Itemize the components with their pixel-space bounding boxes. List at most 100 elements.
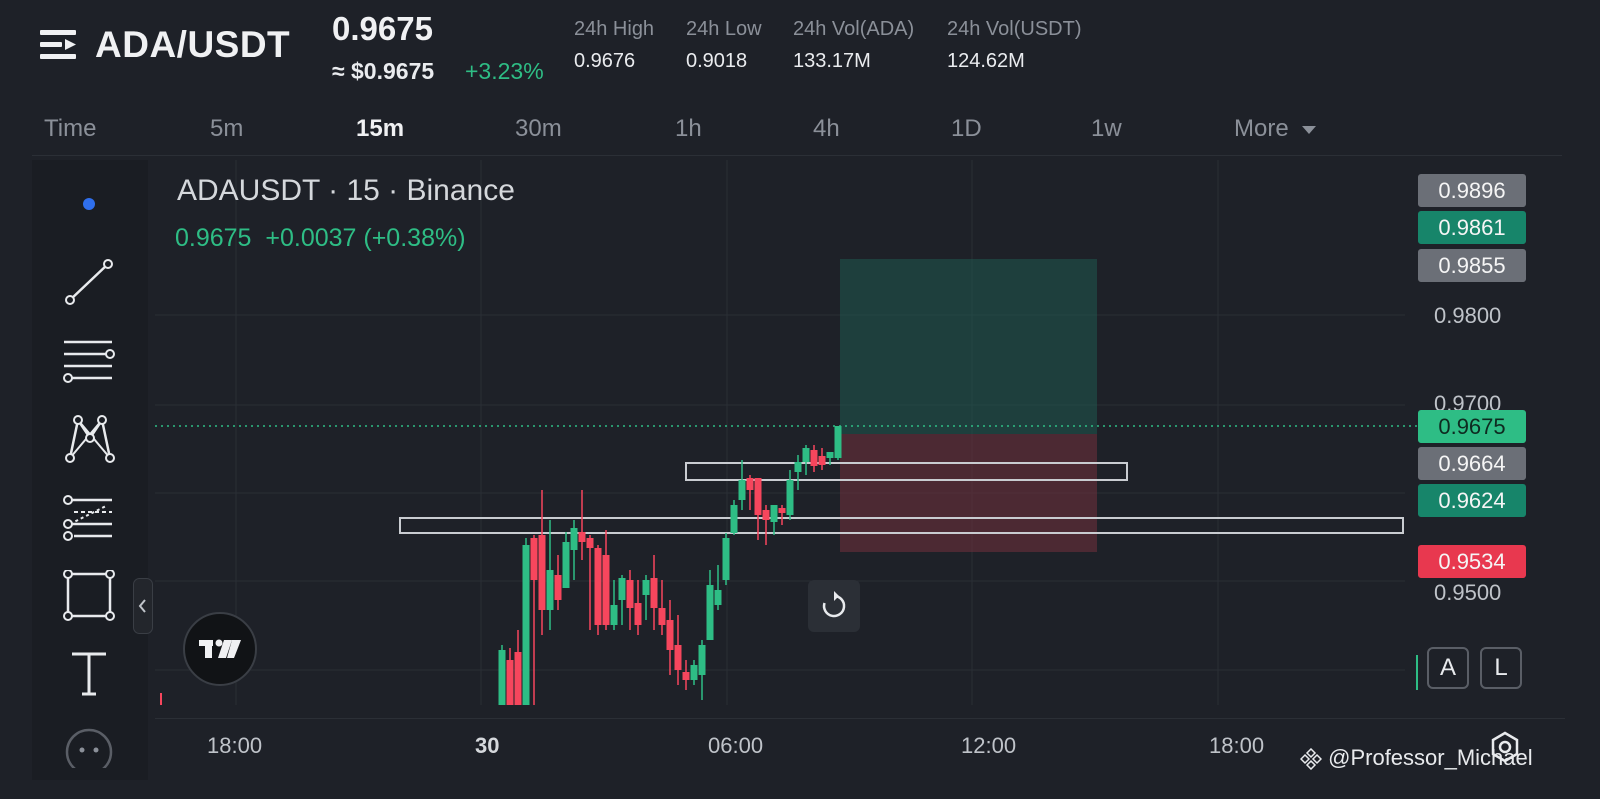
tab-15m[interactable]: 15m [356,115,405,142]
x-axis-line [155,718,1565,719]
candle-body [570,528,578,550]
resistance-box[interactable] [685,462,1128,481]
candle-body [626,580,634,608]
text-icon[interactable] [60,648,120,700]
price-label-3: 0.9675 [1418,410,1526,443]
pattern-icon[interactable] [60,412,120,464]
legend-change: +0.0037 (+0.38%) [265,224,466,252]
candle-body [786,480,794,515]
trend-line-icon[interactable] [60,256,120,308]
binance-logo-icon [1299,748,1323,771]
x-tick-4: 18:00 [1209,733,1265,758]
candle-body [682,672,690,680]
x-tick-2: 06:00 [708,733,764,758]
candle-body [506,660,514,705]
pair-title[interactable]: ADA/USDT [95,24,291,65]
candle-body [706,585,714,640]
candle-body [594,548,602,625]
stat-label-vol-usdt: 24h Vol(USDT) [947,18,1082,40]
tab-5m[interactable]: 5m [210,115,244,142]
candle-body [522,545,530,705]
candle-body [738,480,746,500]
candle-body [698,645,706,675]
candle-body [578,532,586,542]
fib-icon[interactable] [60,492,120,544]
price-label-4: 0.9664 [1418,447,1526,480]
candle-body [498,650,506,705]
dot-icon[interactable] [60,178,120,230]
tradingview-logo-icon[interactable] [183,612,257,686]
candle-body [634,603,642,625]
candle-body [722,538,730,580]
chart-symbol-title[interactable]: ADAUSDT · 15 · Binance [177,174,515,207]
fiat-price: ≈ $0.9675 [332,58,435,84]
candle-body [778,508,786,513]
tab-more-label: More [1234,115,1289,142]
rectangle-icon[interactable] [60,570,120,622]
candle-body [674,645,682,670]
profit-zone[interactable] [840,259,1097,434]
candle-body [746,478,754,490]
parallel-lines-icon[interactable] [60,336,120,388]
y-tick-0: 0.9800 [1434,303,1502,328]
support-box[interactable] [399,517,1404,534]
candle-body [602,555,610,625]
price-label-2: 0.9855 [1418,249,1526,282]
candle-body [754,478,762,515]
candle-body [834,426,842,458]
candlestick-chart[interactable] [155,160,1565,720]
candles-group [498,426,842,705]
x-tick-3: 12:00 [961,733,1017,758]
candle-body [610,605,618,625]
stat-value-low: 0.9018 [686,50,748,72]
auto-scale-button[interactable]: A [1427,647,1469,689]
change-percent: +3.23% [465,58,544,84]
candle-body [730,505,738,533]
candle-body [514,652,522,705]
candle-body [690,665,698,680]
chart-price-change: 0.9675 +0.0037 (+0.38%) [175,224,466,253]
candle-body [810,450,818,466]
candle-body [538,535,546,610]
refresh-icon [822,591,846,618]
tab-more[interactable]: More [1234,115,1317,143]
chart-grid [155,160,1405,705]
tab-1w[interactable]: 1w [1091,115,1122,142]
candle-body [658,608,666,625]
reset-button[interactable] [808,580,860,632]
last-price: 0.9675 [332,10,433,47]
log-scale-button[interactable]: L [1480,647,1522,689]
candle-body [546,570,554,610]
tab-30m[interactable]: 30m [515,115,562,142]
x-tick-0: 18:00 [207,733,263,758]
tab-time[interactable]: Time [44,115,97,142]
tabs-divider [32,155,1562,156]
candle-body [770,505,778,522]
candle-body [530,538,538,580]
candle-body [642,580,650,595]
loss-zone[interactable] [840,434,1097,552]
candle-body [618,578,626,600]
price-label-1: 0.9861 [1418,211,1526,244]
tab-1h[interactable]: 1h [675,115,702,142]
tab-4h[interactable]: 4h [813,115,840,142]
candle-body [586,538,594,548]
hexagon-settings-icon[interactable] [1488,730,1522,764]
tv-logo-svg [199,639,241,658]
price-label-0: 0.9896 [1418,174,1526,207]
x-tick-1: 30 [475,733,500,758]
price-label-6: 0.9534 [1418,545,1526,578]
more-icon[interactable] [60,728,120,768]
chevron-left-icon[interactable] [133,578,153,634]
legend-price: 0.9675 [175,224,252,252]
stat-label-low: 24h Low [686,18,762,40]
candle-body [650,578,658,608]
candle-body [794,462,802,472]
watermark-text: @Professor_Michael [1328,745,1533,770]
menu-icon[interactable] [40,28,78,60]
price-label-5: 0.9624 [1418,484,1526,517]
y-tick-2: 0.9500 [1434,580,1502,605]
tab-1d[interactable]: 1D [951,115,982,142]
stat-value-vol-ada: 133.17M [793,50,871,72]
stat-value-high: 0.9676 [574,50,636,72]
